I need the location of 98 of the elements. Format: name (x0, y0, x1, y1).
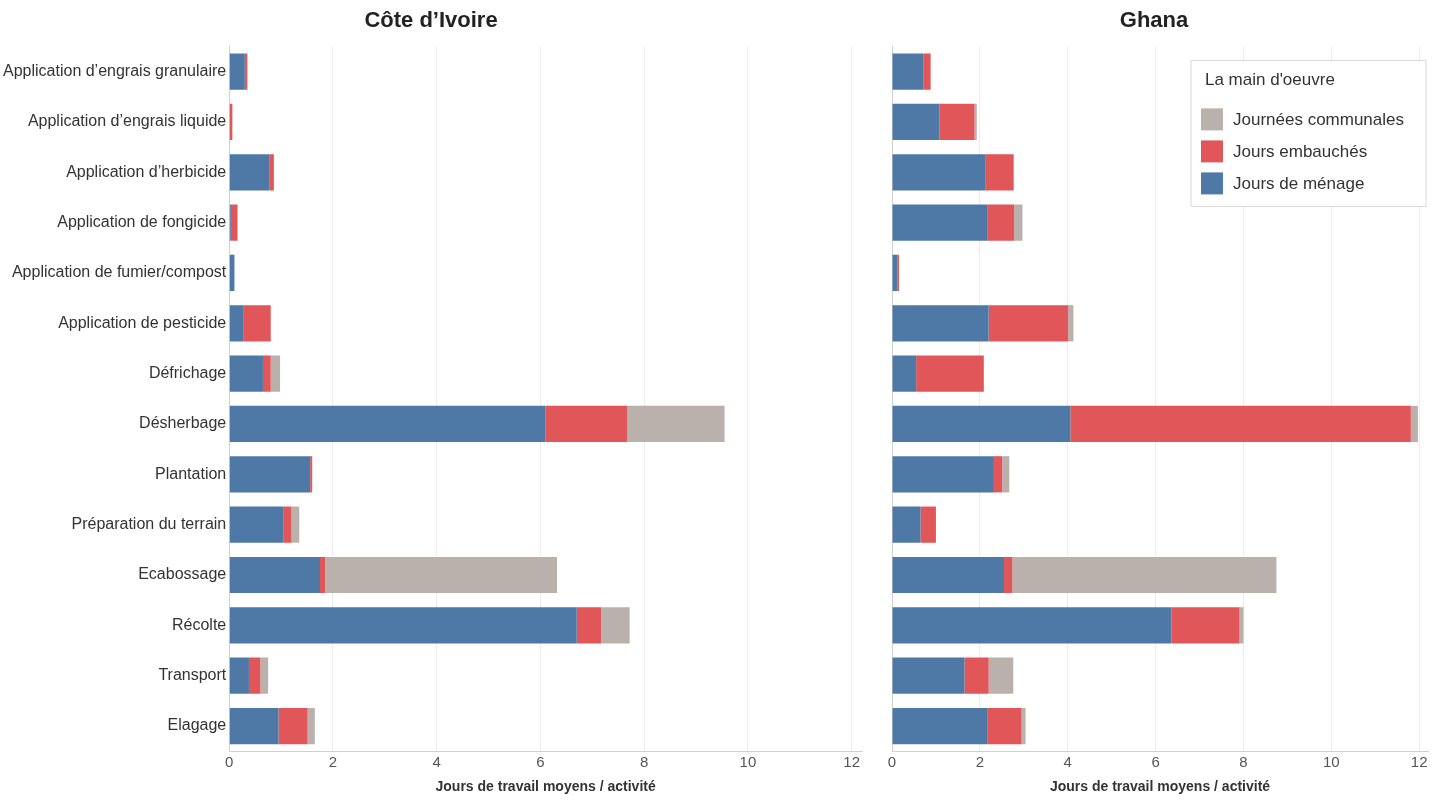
bar (310, 456, 313, 493)
bar (325, 556, 558, 594)
x-tick-label: 4 (1063, 753, 1072, 771)
bar (229, 707, 279, 745)
x-tick-label: 10 (739, 753, 757, 771)
bar (993, 456, 1003, 493)
x-tick-label: 2 (328, 753, 338, 771)
x-tick-label: 4 (432, 753, 441, 771)
bar (243, 305, 271, 342)
bar (892, 355, 917, 392)
x-tick-label: 12 (1410, 753, 1428, 771)
bar (1070, 405, 1411, 443)
bar (988, 305, 1069, 342)
y-tick-label: Application d’engrais liquide (27, 112, 227, 130)
bar (1068, 305, 1074, 342)
legend-label: Jours embauchés (1232, 142, 1368, 162)
bar (269, 154, 274, 191)
x-tick-label: 0 (887, 753, 897, 771)
bar (1002, 456, 1010, 493)
y-tick-label: Application d’herbicide (66, 162, 227, 180)
bar (923, 53, 931, 90)
bar (974, 103, 977, 141)
bar (988, 657, 1014, 694)
y-tick-label: Plantation (155, 464, 227, 482)
bar (229, 506, 284, 543)
bar (892, 53, 924, 90)
x-axis-title: Jours de travail moyens / activité (435, 778, 656, 795)
bar (1004, 556, 1013, 594)
bar (1014, 204, 1023, 241)
bar (229, 53, 245, 90)
bar (985, 154, 1014, 191)
bar (1410, 405, 1418, 443)
bar (260, 657, 269, 694)
x-tick-label: 2 (975, 753, 985, 771)
bar (892, 154, 986, 191)
bar (987, 204, 1015, 241)
y-tick-label: Transport (158, 666, 227, 684)
bar (892, 607, 1172, 644)
x-tick-label: 8 (640, 753, 649, 771)
legend-title: La main d'oeuvre (1204, 70, 1335, 90)
bar (892, 707, 988, 745)
bar (320, 556, 326, 594)
bar (920, 506, 936, 543)
y-tick-label: Préparation du terrain (71, 515, 227, 533)
bar (964, 657, 989, 694)
chart-title: Ghana (1119, 7, 1189, 33)
bar (229, 607, 577, 644)
bar (229, 405, 546, 443)
y-tick-label: Application de pesticide (58, 313, 227, 331)
y-tick-label: Application de fongicide (57, 213, 227, 231)
bar (229, 556, 321, 594)
bar (1021, 707, 1026, 745)
bar (916, 355, 984, 392)
bar (1012, 556, 1277, 594)
bar (576, 607, 602, 644)
bar (892, 405, 1071, 443)
y-tick-label: Elagage (167, 716, 227, 734)
bar (229, 456, 311, 493)
bar (987, 707, 1022, 745)
bar (307, 707, 315, 745)
y-tick-label: Défrichage (148, 364, 227, 382)
bar (229, 154, 270, 191)
bar (892, 657, 965, 694)
chart-title: Côte d’Ivoire (364, 7, 498, 33)
bar (229, 305, 244, 342)
legend-label: Jours de ménage (1232, 174, 1365, 194)
bar (278, 707, 308, 745)
x-tick-label: 12 (843, 753, 860, 771)
bar (892, 305, 989, 342)
bar (270, 355, 281, 392)
bar (545, 405, 628, 443)
bar (939, 103, 975, 141)
x-tick-label: 6 (1151, 753, 1160, 771)
y-tick-label: Application d’engrais granulaire (3, 61, 227, 79)
bar (262, 355, 271, 392)
bar (892, 506, 921, 543)
bar (892, 456, 994, 493)
bar (627, 405, 725, 443)
x-tick-label: 8 (1239, 753, 1248, 771)
bar (892, 204, 988, 241)
bar (229, 657, 249, 694)
bar (248, 657, 261, 694)
x-tick-label: 10 (1323, 753, 1340, 771)
y-tick-label: Application de fumier/compost (11, 263, 227, 281)
bar (892, 103, 940, 141)
x-tick-label: 6 (536, 753, 545, 771)
y-tick-label: Ecabossage (138, 565, 227, 583)
bar (1171, 607, 1240, 644)
bar (892, 556, 1005, 594)
y-tick-label: Récolte (172, 615, 227, 633)
bar (291, 506, 300, 543)
bar (230, 204, 238, 241)
bar (229, 355, 263, 392)
x-tick-label: 0 (225, 753, 234, 771)
y-tick-label: Désherbage (139, 414, 227, 432)
bar (601, 607, 630, 644)
x-axis-title: Jours de travail moyens / activité (1049, 778, 1271, 795)
legend-label: Journées communales (1232, 110, 1404, 130)
